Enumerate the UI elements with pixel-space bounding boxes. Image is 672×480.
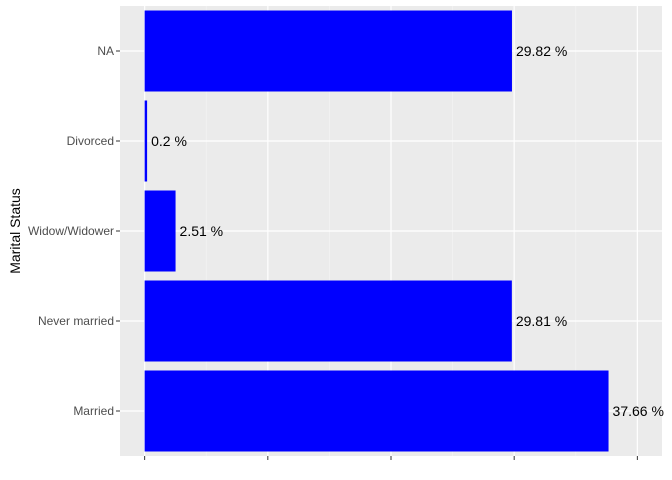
y-tick-label: Never married [38, 314, 114, 328]
x-axis [144, 456, 638, 460]
y-tick-label: NA [97, 44, 114, 58]
bar [144, 280, 512, 362]
y-tick-label: Divorced [67, 134, 114, 148]
bar [144, 370, 609, 452]
bars [144, 10, 609, 452]
y-tick-label: Married [73, 404, 114, 418]
y-axis: Married Never married Widow/Widower Divorce… [28, 44, 120, 418]
bar [144, 100, 148, 182]
bar-value-label: 0.2 % [151, 133, 187, 149]
bar [144, 190, 176, 272]
bar-value-label: 29.82 % [516, 43, 567, 59]
bar-value-label: 37.66 % [613, 403, 664, 419]
bar-value-labels: 37.66 % 29.81 % 2.51 % 0.2 % 29.82 % [151, 43, 664, 419]
y-tick-label: Widow/Widower [28, 224, 114, 238]
bar [144, 10, 512, 92]
bar-value-label: 29.81 % [516, 313, 567, 329]
bar-value-label: 2.51 % [180, 223, 224, 239]
y-axis-title: Marital Status [7, 188, 23, 274]
